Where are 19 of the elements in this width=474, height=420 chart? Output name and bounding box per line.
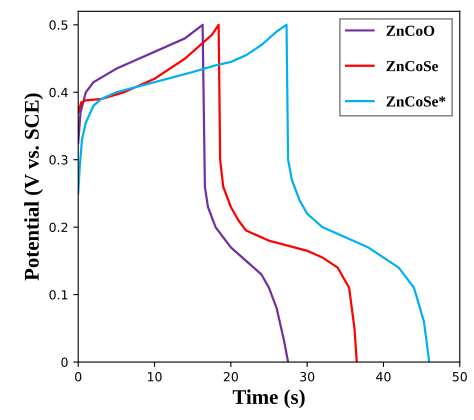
x-tick-label: 50 [452, 372, 467, 382]
legend-label: ZnCoSe* [386, 96, 446, 107]
y-tick-label: 0.3 [49, 155, 68, 165]
x-tick-label: 20 [224, 372, 238, 382]
x-tick-label: 40 [376, 372, 391, 382]
y-tick-label: 0 [61, 358, 68, 367]
legend-label: ZnCoO [386, 26, 434, 36]
x-tick-label: 30 [300, 372, 314, 382]
line-series [78, 24, 290, 362]
y-tick-label: 0.4 [49, 88, 68, 98]
x-axis-title: Time (s) [232, 389, 305, 408]
x-tick-label: 0 [75, 372, 82, 382]
line-series [78, 24, 358, 362]
y-axis-title: Potential (V vs. SCE) [24, 93, 44, 280]
y-tick-label: 0.5 [49, 20, 68, 30]
legend-label: ZnCoSe [386, 61, 438, 72]
x-tick-label: 10 [148, 372, 162, 382]
y-tick-label: 0.1 [49, 290, 68, 300]
y-tick-label: 0.2 [49, 222, 68, 232]
